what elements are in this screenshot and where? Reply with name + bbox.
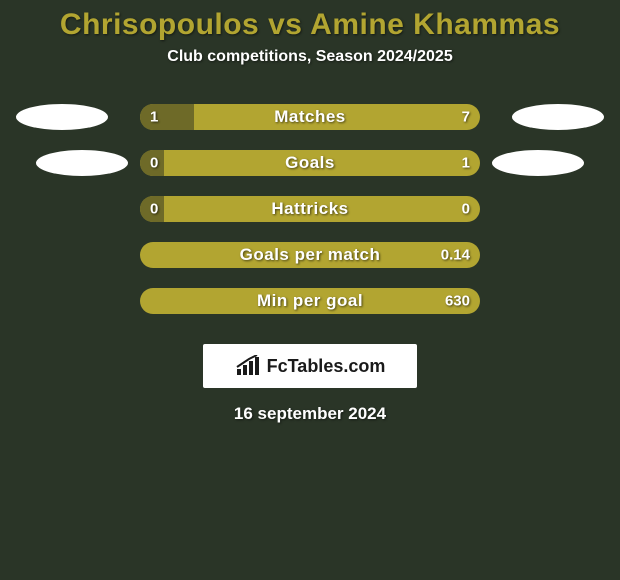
team-logo-right (512, 104, 604, 130)
stat-bar: Min per goal630 (140, 288, 480, 314)
stat-value-left: 1 (150, 109, 158, 126)
stat-label: Matches (140, 107, 480, 127)
page-title: Chrisopoulos vs Amine Khammas (0, 8, 620, 42)
chart-icon (235, 355, 261, 377)
stat-row: Goals per match0.14 (0, 232, 620, 278)
team-logo-left (16, 104, 108, 130)
stat-row: Hattricks0 0 (0, 186, 620, 232)
stat-bar: Matches1 7 (140, 104, 480, 130)
stat-value-right: 1 (462, 155, 470, 172)
stat-value-right: 630 (445, 293, 470, 310)
stat-value-right: 0 (462, 201, 470, 218)
stat-value-right: 7 (462, 109, 470, 126)
team-logo-right (492, 150, 584, 176)
stat-bar: Goals0 1 (140, 150, 480, 176)
stat-value-left: 0 (150, 201, 158, 218)
team-logo-left (36, 150, 128, 176)
source-badge: FcTables.com (203, 344, 417, 388)
stat-bar: Hattricks0 0 (140, 196, 480, 222)
stat-row: Min per goal630 (0, 278, 620, 324)
stats-container: Matches17Goals01Hattricks00Goals per mat… (0, 94, 620, 324)
stat-value-right: 0.14 (441, 247, 470, 264)
page-subtitle: Club competitions, Season 2024/2025 (0, 48, 620, 66)
stat-label: Hattricks (140, 199, 480, 219)
stat-row: Matches1 7 (0, 94, 620, 140)
source-brand: FcTables.com (267, 356, 386, 377)
stat-value-left: 0 (150, 155, 158, 172)
comparison-infographic: Chrisopoulos vs Amine Khammas Club compe… (0, 0, 620, 580)
stat-label: Goals per match (140, 245, 480, 265)
stat-bar: Goals per match0.14 (140, 242, 480, 268)
stat-label: Goals (140, 153, 480, 173)
stat-label: Min per goal (140, 291, 480, 311)
footer-date: 16 september 2024 (0, 404, 620, 424)
stat-row: Goals0 1 (0, 140, 620, 186)
